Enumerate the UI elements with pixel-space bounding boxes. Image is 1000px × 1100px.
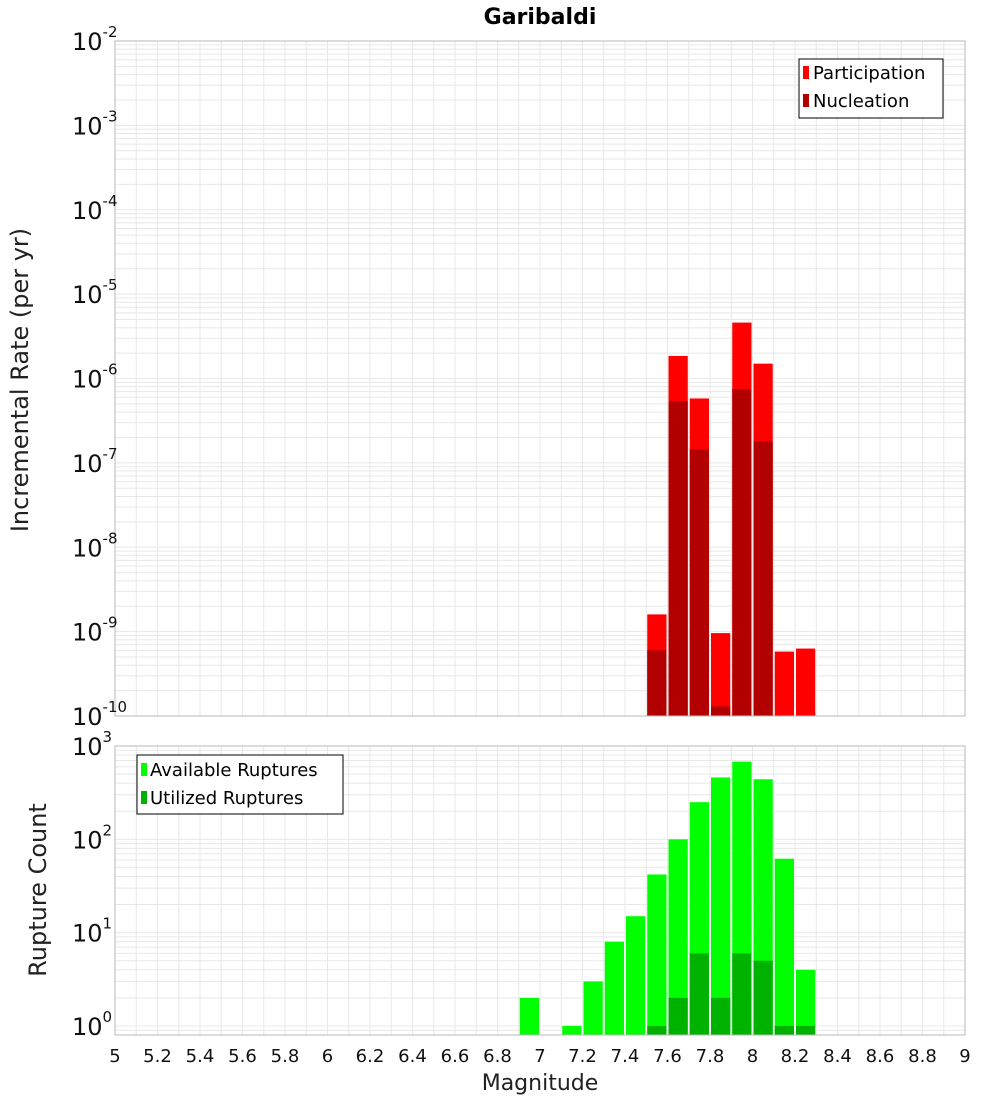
x-tick-label: 8.6: [866, 1046, 895, 1067]
top-y-tick-label: 10-3: [72, 107, 118, 140]
bottom-bar-utilized-ruptures: [774, 1025, 794, 1035]
top-y-axis-label: Incremental Rate (per yr): [6, 228, 34, 532]
x-tick-label: 5.8: [271, 1046, 300, 1067]
utilized-legend-label: Utilized Ruptures: [150, 788, 303, 809]
top-bar-nucleation: [647, 650, 667, 716]
x-tick-label: 7.8: [696, 1046, 725, 1067]
bottom-bar-available-ruptures: [519, 997, 539, 1035]
bottom-bar-utilized-ruptures: [753, 960, 773, 1035]
top-bar-participation: [711, 633, 731, 716]
x-tick-label: 7.6: [653, 1046, 682, 1067]
top-bar-nucleation: [689, 449, 709, 716]
top-bars: [647, 322, 816, 716]
x-tick-label: 8: [747, 1046, 758, 1067]
bottom-y-tick-label: 101: [72, 915, 112, 948]
bottom-bar-utilized-ruptures: [732, 953, 752, 1035]
top-y-tick-labels: 10-10 10-9 10-8 10-7 10-6 10-5 10-4 10-3 10-2: [72, 23, 127, 731]
x-axis-label: Magnitude: [482, 1071, 599, 1096]
top-bar-nucleation: [732, 389, 752, 716]
top-bar-participation: [774, 651, 794, 716]
bottom-bar-available-ruptures: [604, 941, 624, 1035]
x-tick-label: 8.2: [781, 1046, 810, 1067]
participation-legend-label: Participation: [813, 63, 925, 84]
bottom-bars: [519, 761, 816, 1035]
top-y-tick-label: 10-5: [72, 276, 118, 309]
bottom-bar-utilized-ruptures: [668, 997, 688, 1035]
x-tick-label: 8.4: [823, 1046, 852, 1067]
x-tick-label: 5.4: [186, 1046, 215, 1067]
x-tick-label: 7: [534, 1046, 545, 1067]
bottom-y-tick-label: 100: [72, 1008, 112, 1041]
bottom-bar-available-ruptures: [774, 858, 794, 1035]
bottom-y-axis-label: Rupture Count: [24, 803, 52, 977]
bottom-bar-available-ruptures: [562, 1025, 582, 1035]
nucleation-legend-label: Nucleation: [813, 91, 909, 112]
x-tick-label: 6: [322, 1046, 333, 1067]
bottom-y-tick-labels: 100 101 102 103: [72, 728, 112, 1041]
x-tick-label: 5: [109, 1046, 120, 1067]
top-bar-nucleation: [711, 706, 731, 716]
x-tick-label: 8.8: [908, 1046, 937, 1067]
participation-legend-swatch: [803, 66, 809, 79]
bottom-bar-utilized-ruptures: [711, 997, 731, 1035]
bottom-bar-available-ruptures: [668, 839, 688, 1035]
x-tick-label: 7.2: [568, 1046, 597, 1067]
bottom-panel: 100 101 102 103 5 5.2 5.4 5.6 5.8 6 6.2 6.4 6.6 6.8 7…: [24, 728, 971, 1096]
x-tick-label: 7.4: [611, 1046, 640, 1067]
bottom-bar-available-ruptures: [647, 874, 667, 1035]
top-y-tick-label: 10-4: [72, 192, 118, 225]
bottom-bar-utilized-ruptures: [647, 1025, 667, 1035]
x-tick-label: 6.2: [356, 1046, 385, 1067]
top-bar-participation: [796, 648, 816, 716]
bottom-bar-available-ruptures: [796, 969, 816, 1035]
available-legend-label: Available Ruptures: [150, 760, 318, 781]
top-y-tick-label: 10-8: [72, 529, 118, 562]
x-tick-label: 5.2: [143, 1046, 172, 1067]
top-plot-frame: [114, 40, 966, 717]
bottom-bar-available-ruptures: [583, 981, 603, 1035]
top-panel: 10-10 10-9 10-8 10-7 10-6 10-5 10-4 10-3 10-2 In…: [6, 23, 966, 731]
top-y-tick-label: 10-7: [72, 445, 118, 478]
x-tick-label: 9: [959, 1046, 970, 1067]
x-tick-label: 6.6: [441, 1046, 470, 1067]
bottom-y-tick-label: 103: [72, 728, 112, 761]
bottom-legend-box: [136, 754, 344, 815]
top-y-tick-label: 10-2: [72, 23, 118, 56]
top-bar-nucleation: [668, 401, 688, 716]
top-legend-box: [798, 58, 944, 119]
bottom-bar-available-ruptures: [711, 777, 731, 1035]
top-bar-nucleation: [753, 441, 773, 716]
nucleation-legend-swatch: [803, 94, 809, 107]
utilized-legend-swatch: [141, 791, 147, 804]
top-y-tick-label: 10-10: [72, 698, 127, 731]
top-y-tick-label: 10-9: [72, 614, 118, 647]
bottom-y-tick-label: 102: [72, 821, 112, 854]
bottom-bar-utilized-ruptures: [796, 1025, 816, 1035]
x-tick-label: 6.4: [398, 1046, 427, 1067]
bottom-plot-frame: [114, 745, 966, 1036]
available-legend-swatch: [141, 763, 147, 776]
x-tick-label: 5.6: [228, 1046, 257, 1067]
x-tick-labels: 5 5.2 5.4 5.6 5.8 6 6.2 6.4 6.6 6.8 7 7.2 7.4 7.6 7.8 8…: [109, 1046, 970, 1067]
bottom-bar-available-ruptures: [626, 916, 646, 1035]
bottom-legend: Available Ruptures Utilized Ruptures: [136, 754, 344, 815]
top-y-tick-label: 10-6: [72, 361, 118, 394]
top-legend: Participation Nucleation: [798, 58, 944, 119]
bottom-bar-utilized-ruptures: [689, 953, 709, 1035]
top-gridlines: [114, 40, 966, 717]
x-tick-label: 6.8: [483, 1046, 512, 1067]
chart-title: Garibaldi: [484, 5, 597, 30]
